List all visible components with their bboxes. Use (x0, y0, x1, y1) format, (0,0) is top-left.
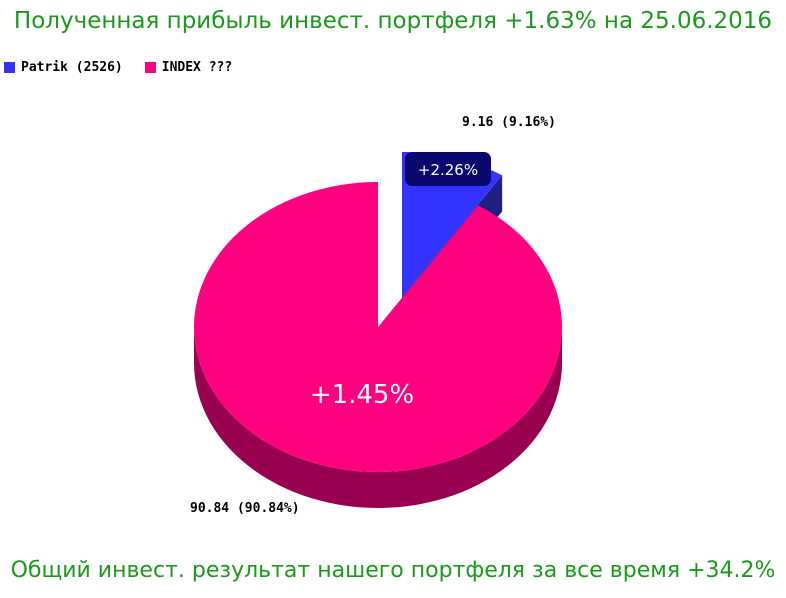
legend-label-index: INDEX ??? (161, 60, 233, 75)
legend-swatch-patrik (4, 62, 15, 73)
annotation-patrik: +2.26% (418, 161, 478, 179)
footer-summary: Общий инвест. результат нашего портфеля … (10, 558, 776, 583)
pie-side-index (194, 327, 562, 508)
slice-label-patrik: 9.16 (9.16%) (462, 115, 556, 130)
pie-slice-index (194, 182, 562, 472)
chart-title: Полученная прибыль инвест. портфеля +1.6… (13, 8, 773, 34)
legend-swatch-index (144, 62, 156, 73)
pie-slice-patrik (402, 152, 503, 297)
legend-item-patrik: Patrik (2526) (4, 60, 123, 75)
legend-label-patrik: Patrik (2526) (21, 60, 123, 75)
annotation-box-patrik (405, 152, 491, 186)
legend-item-index: INDEX ??? (144, 60, 233, 75)
legend: Patrik (2526) INDEX ??? (4, 60, 232, 75)
slice-label-index: 90.84 (90.84%) (190, 501, 300, 516)
annotation-index: +1.45% (310, 380, 414, 410)
pie-layer (194, 152, 562, 508)
